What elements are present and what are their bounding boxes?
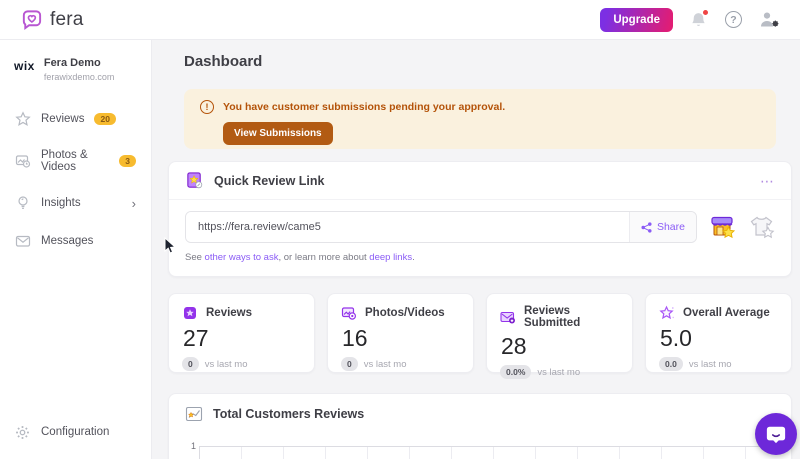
stat-delta-pill: 0: [341, 357, 358, 371]
banner-message: You have customer submissions pending yo…: [223, 101, 506, 113]
stat-card-overall-average: Overall Average 5.0 0.0 vs last mo: [645, 293, 792, 373]
star-icon: [15, 111, 31, 127]
stat-delta-pill: 0.0%: [500, 365, 532, 379]
stat-label: Reviews: [206, 307, 253, 319]
stat-delta-label: vs last mo: [363, 358, 407, 370]
main-content: Dashboard ! You have customer submission…: [152, 40, 800, 459]
stat-card-reviews-submitted: Reviews Submitted 28 0.0% vs last mo: [486, 293, 633, 379]
stat-value: 28: [501, 333, 527, 359]
notifications-bell-icon[interactable]: [690, 8, 709, 29]
store-name: Fera Demo: [43, 57, 101, 69]
sidebar-item-messages[interactable]: Messages: [0, 222, 151, 260]
fera-logo-text: fera: [50, 8, 84, 30]
store-domain: ferawixdemo.com: [43, 72, 115, 82]
chart-icon: [185, 406, 203, 422]
chevron-right-icon: ›: [131, 195, 136, 211]
gear-icon: [15, 424, 31, 440]
stat-delta-label: vs last mo: [537, 366, 581, 378]
quick-review-helper-text: See other ways to ask, or learn more abo…: [185, 252, 415, 263]
quick-review-card-icon: [185, 171, 204, 190]
stat-delta-label: vs last mo: [204, 358, 248, 370]
photos-videos-stat-icon: [341, 305, 357, 321]
review-link-input[interactable]: [186, 212, 629, 242]
lightbulb-icon: [15, 195, 31, 211]
store-switcher[interactable]: wix Fera Demo ferawixdemo.com: [0, 40, 151, 92]
stat-value: 16: [342, 325, 368, 351]
notification-dot: [702, 8, 709, 16]
review-link-field: Share: [185, 211, 697, 243]
chart-plot-area: 1: [185, 441, 775, 459]
topbar-actions: Upgrade ?: [600, 7, 780, 32]
page-title: Dashboard: [184, 53, 263, 70]
sidebar-item-label: Messages: [41, 235, 94, 247]
share-label: Share: [656, 221, 685, 233]
alert-icon: !: [200, 100, 214, 114]
reviews-submitted-stat-icon: [500, 309, 516, 325]
sidebar-item-label: Configuration: [41, 426, 110, 438]
deep-links-link[interactable]: deep links: [369, 252, 413, 263]
view-submissions-button[interactable]: View Submissions: [223, 122, 333, 145]
sidebar-item-photos-videos[interactable]: Photos & Videos 3: [0, 138, 151, 184]
photos-icon: [15, 153, 31, 169]
other-ways-link[interactable]: other ways to ask: [204, 252, 279, 263]
overall-average-stat-icon: [659, 305, 675, 321]
fera-logo[interactable]: fera: [20, 8, 84, 31]
card-menu-icon[interactable]: ⋯: [760, 172, 775, 189]
wix-logo: wix: [14, 59, 35, 73]
stat-delta-pill: 0.0: [659, 357, 683, 371]
chart-title: Total Customers Reviews: [213, 407, 365, 421]
sidebar-nav: Reviews 20 Photos & Videos 3: [0, 100, 151, 260]
sidebar-item-label: Insights: [41, 197, 81, 209]
envelope-icon: [15, 233, 31, 249]
chart-gridlines: [199, 446, 775, 459]
stat-value: 5.0: [660, 325, 692, 351]
fera-logo-icon: [20, 8, 43, 31]
stat-card-photos-videos: Photos/Videos 16 0 vs last mo: [327, 293, 474, 373]
quick-review-link-card: Quick Review Link ⋯: [168, 161, 792, 277]
topbar: fera Upgrade ?: [0, 0, 800, 40]
stat-delta-pill: 0: [182, 357, 199, 371]
chat-widget-button[interactable]: [755, 413, 797, 455]
reviews-count-badge: 20: [94, 112, 116, 126]
photos-count-badge: 3: [119, 154, 136, 168]
sidebar-item-label: Photos & Videos: [41, 149, 88, 173]
sidebar-item-label: Reviews: [41, 113, 85, 125]
help-icon[interactable]: ?: [725, 11, 742, 28]
stat-value: 27: [183, 325, 209, 351]
stat-label: Photos/Videos: [365, 307, 445, 319]
total-customers-reviews-card: Total Customers Reviews 1: [168, 393, 792, 459]
upgrade-button[interactable]: Upgrade: [600, 7, 673, 32]
card-title: Quick Review Link: [214, 173, 325, 188]
storefront-icon[interactable]: [709, 215, 736, 240]
tshirt-icon[interactable]: [748, 215, 775, 240]
sidebar-item-configuration[interactable]: Configuration: [0, 413, 151, 451]
stat-delta-label: vs last mo: [688, 358, 732, 370]
share-button[interactable]: Share: [628, 212, 696, 242]
sidebar-item-reviews[interactable]: Reviews 20: [0, 100, 151, 138]
stat-label: Overall Average: [683, 307, 770, 319]
pending-submissions-banner: ! You have customer submissions pending …: [184, 89, 776, 149]
reviews-stat-icon: [182, 305, 198, 321]
sidebar-item-insights[interactable]: Insights ›: [0, 184, 151, 222]
share-icon: [641, 221, 652, 233]
stat-label: Reviews Submitted: [524, 305, 581, 329]
y-axis-tick: 1: [190, 441, 196, 451]
account-settings-icon[interactable]: [759, 11, 780, 28]
stats-row: Reviews 27 0 vs last mo: [168, 293, 792, 379]
sidebar: wix Fera Demo ferawixdemo.com Reviews 20: [0, 40, 152, 459]
stat-card-reviews: Reviews 27 0 vs last mo: [168, 293, 315, 373]
